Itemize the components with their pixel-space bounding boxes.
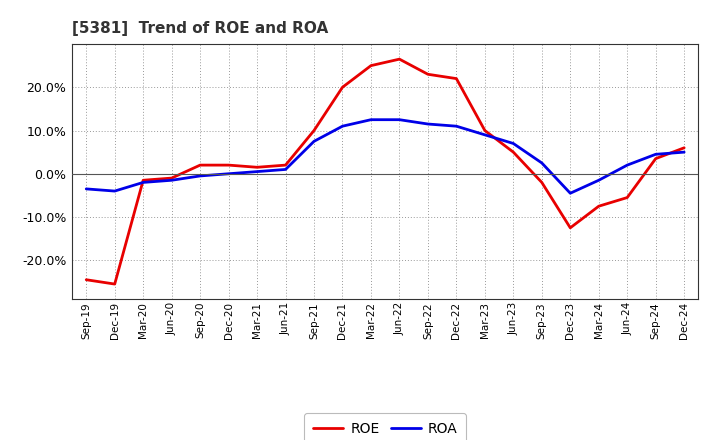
ROA — [652, 152, 660, 157]
ROE — [423, 72, 432, 77]
ROE — [509, 150, 518, 155]
ROA — [423, 121, 432, 127]
ROA — [623, 162, 631, 168]
ROA — [282, 167, 290, 172]
ROE — [82, 277, 91, 282]
ROE — [338, 84, 347, 90]
Text: [5381]  Trend of ROE and ROA: [5381] Trend of ROE and ROA — [72, 21, 328, 36]
ROA — [110, 188, 119, 194]
ROE — [253, 165, 261, 170]
ROA — [595, 178, 603, 183]
ROE — [310, 128, 318, 133]
ROE — [139, 178, 148, 183]
ROE — [452, 76, 461, 81]
ROE — [395, 56, 404, 62]
ROA — [452, 124, 461, 129]
ROA — [480, 132, 489, 137]
ROE — [167, 176, 176, 181]
ROA — [196, 173, 204, 179]
ROA — [366, 117, 375, 122]
Line: ROA: ROA — [86, 120, 684, 193]
Legend: ROE, ROA: ROE, ROA — [305, 413, 466, 440]
ROA — [680, 150, 688, 155]
ROE — [595, 204, 603, 209]
ROE — [652, 156, 660, 161]
ROE — [680, 145, 688, 150]
ROE — [366, 63, 375, 68]
ROE — [110, 282, 119, 287]
ROA — [225, 171, 233, 176]
ROE — [623, 195, 631, 200]
ROE — [480, 128, 489, 133]
ROE — [566, 225, 575, 231]
ROE — [225, 162, 233, 168]
ROA — [82, 186, 91, 191]
ROA — [537, 160, 546, 165]
ROE — [282, 162, 290, 168]
ROE — [537, 180, 546, 185]
ROA — [566, 191, 575, 196]
ROA — [139, 180, 148, 185]
ROA — [338, 124, 347, 129]
ROA — [167, 178, 176, 183]
ROA — [395, 117, 404, 122]
Line: ROE: ROE — [86, 59, 684, 284]
ROA — [253, 169, 261, 174]
ROE — [196, 162, 204, 168]
ROA — [509, 141, 518, 146]
ROA — [310, 139, 318, 144]
